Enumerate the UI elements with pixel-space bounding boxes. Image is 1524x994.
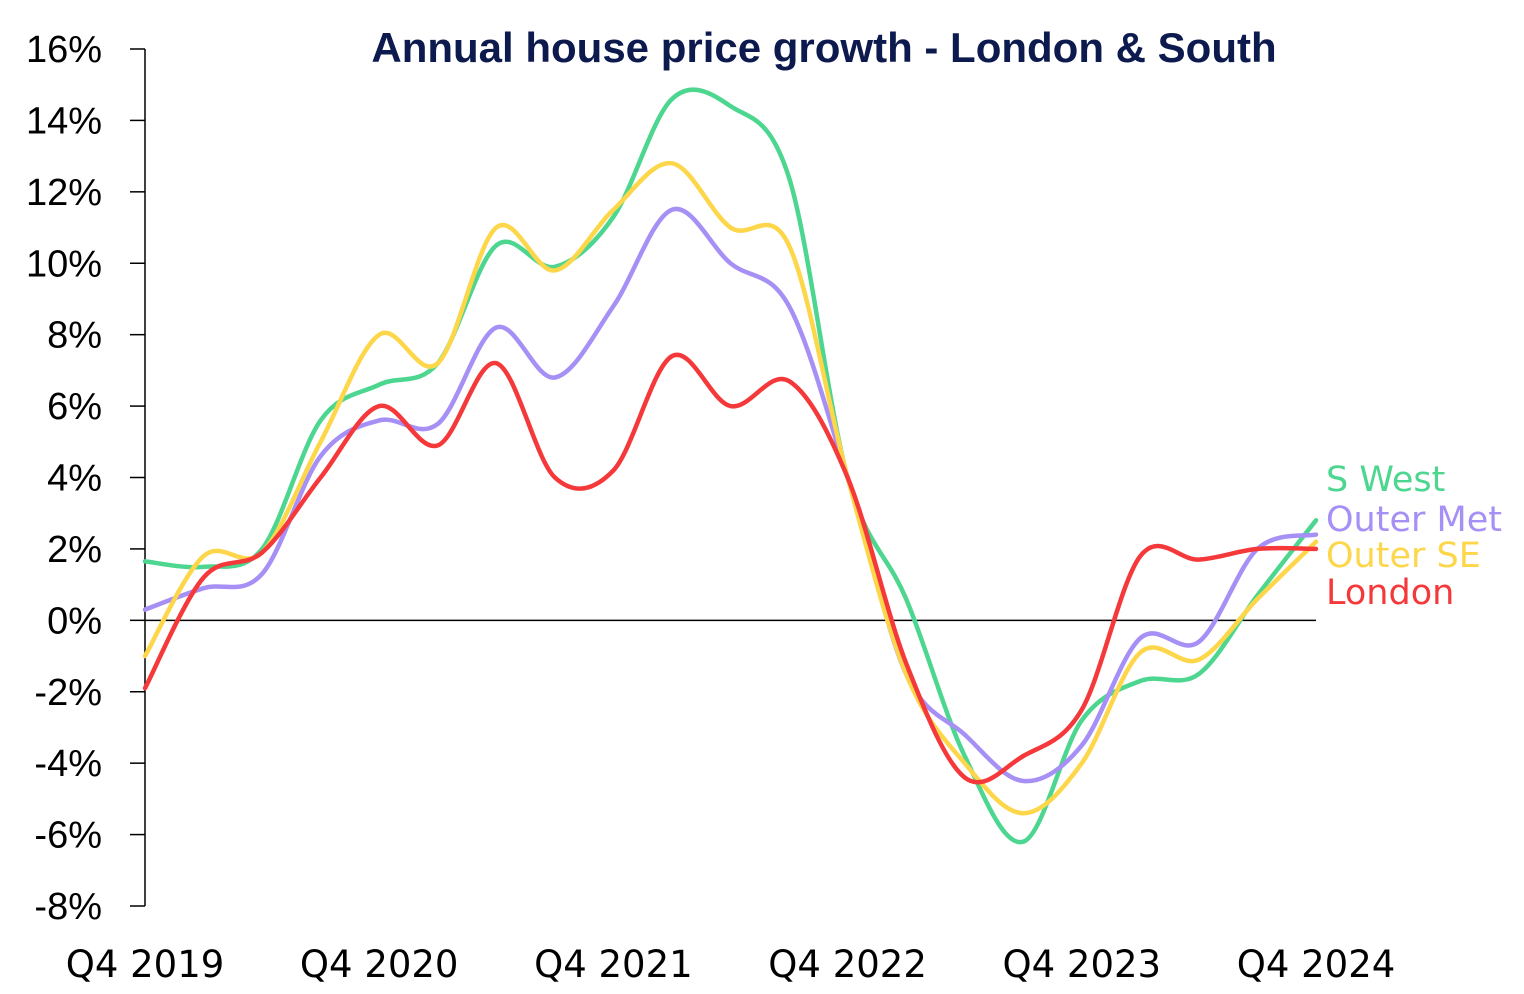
x-tick-label: Q4 2023 [1003,943,1162,986]
y-tick-label: -2% [34,672,102,714]
y-tick-label: 2% [47,529,102,571]
y-tick-label: 0% [47,600,102,642]
chart-title: Annual house price growth - London & Sou… [371,24,1276,71]
y-tick-label: 16% [26,29,102,71]
y-tick-label: -4% [34,743,102,785]
series-line-outer-se [142,161,1319,816]
legend-label-london: London [1326,573,1454,613]
y-tick-label: 6% [47,386,102,428]
x-tick-label: Q4 2024 [1237,943,1396,986]
x-tick-label: Q4 2020 [300,943,459,986]
x-tick-label: Q4 2019 [66,943,225,986]
legend-label-outer-se: Outer SE [1326,536,1481,576]
y-tick-label: 4% [47,458,102,500]
y-tick-label: -8% [34,886,102,928]
x-axis: Q4 2019 Q4 2020 Q4 2021 Q4 2022 Q4 2023 Q4 20… [66,943,1396,986]
y-tick-label: 14% [26,100,102,142]
series-line-outer-met [142,206,1319,784]
series-layer [142,87,1319,845]
y-tick-label: 12% [26,172,102,214]
legend-label-s-west: S West [1326,460,1445,500]
y-tick-label: -6% [34,815,102,857]
series-line-s-west [142,87,1319,845]
series-line-london [142,352,1319,785]
legend-label-outer-met: Outer Met [1326,500,1502,540]
y-axis: -8% -6% -4% -2% 0% 2% 4% 6% 8% 10% 12% 14% 16% [26,29,1316,928]
x-tick-label: Q4 2021 [534,943,693,986]
y-tick-label: 10% [26,243,102,285]
x-tick-label: Q4 2022 [768,943,927,986]
y-tick-label: 8% [47,315,102,357]
